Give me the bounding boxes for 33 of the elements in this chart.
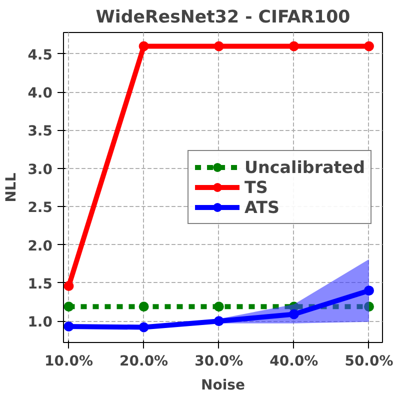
point [288, 41, 299, 52]
point [364, 41, 374, 52]
y-tick-label: 3.0 [28, 162, 53, 178]
legend-label: ATS [244, 198, 280, 216]
point [138, 322, 149, 332]
legend-label: Uncalibrated [244, 158, 365, 176]
y-tick-label: 1.0 [28, 314, 53, 331]
point [288, 309, 299, 320]
point [64, 321, 74, 332]
point [64, 302, 74, 312]
x-tick-label: 50.0% [344, 354, 394, 370]
y-tick-label: 2.0 [28, 238, 53, 254]
x-tick-label: 10.0% [44, 354, 94, 370]
y-tick-label: 2.5 [28, 200, 53, 216]
x-tick-label: 40.0% [270, 354, 318, 370]
point [364, 286, 374, 296]
y-axis-title: NLL [4, 172, 20, 202]
point [214, 302, 224, 312]
y-tick-label: 3.5 [28, 124, 53, 140]
legend-label: TS [244, 178, 268, 196]
y-tick-label: 4.5 [28, 47, 53, 64]
point [364, 302, 374, 312]
x-tick-label: 30.0% [194, 354, 244, 370]
y-tick-label: 4.0 [28, 86, 53, 102]
point [138, 41, 149, 52]
point [64, 281, 74, 291]
chart-title: WideResNet32 - CIFAR100 [96, 8, 350, 28]
point [214, 316, 224, 326]
point [214, 41, 224, 52]
x-tick-label: 20.0% [120, 354, 168, 370]
x-axis-title: Noise [201, 378, 245, 394]
point [138, 302, 149, 312]
y-tick-label: 1.5 [28, 276, 53, 292]
